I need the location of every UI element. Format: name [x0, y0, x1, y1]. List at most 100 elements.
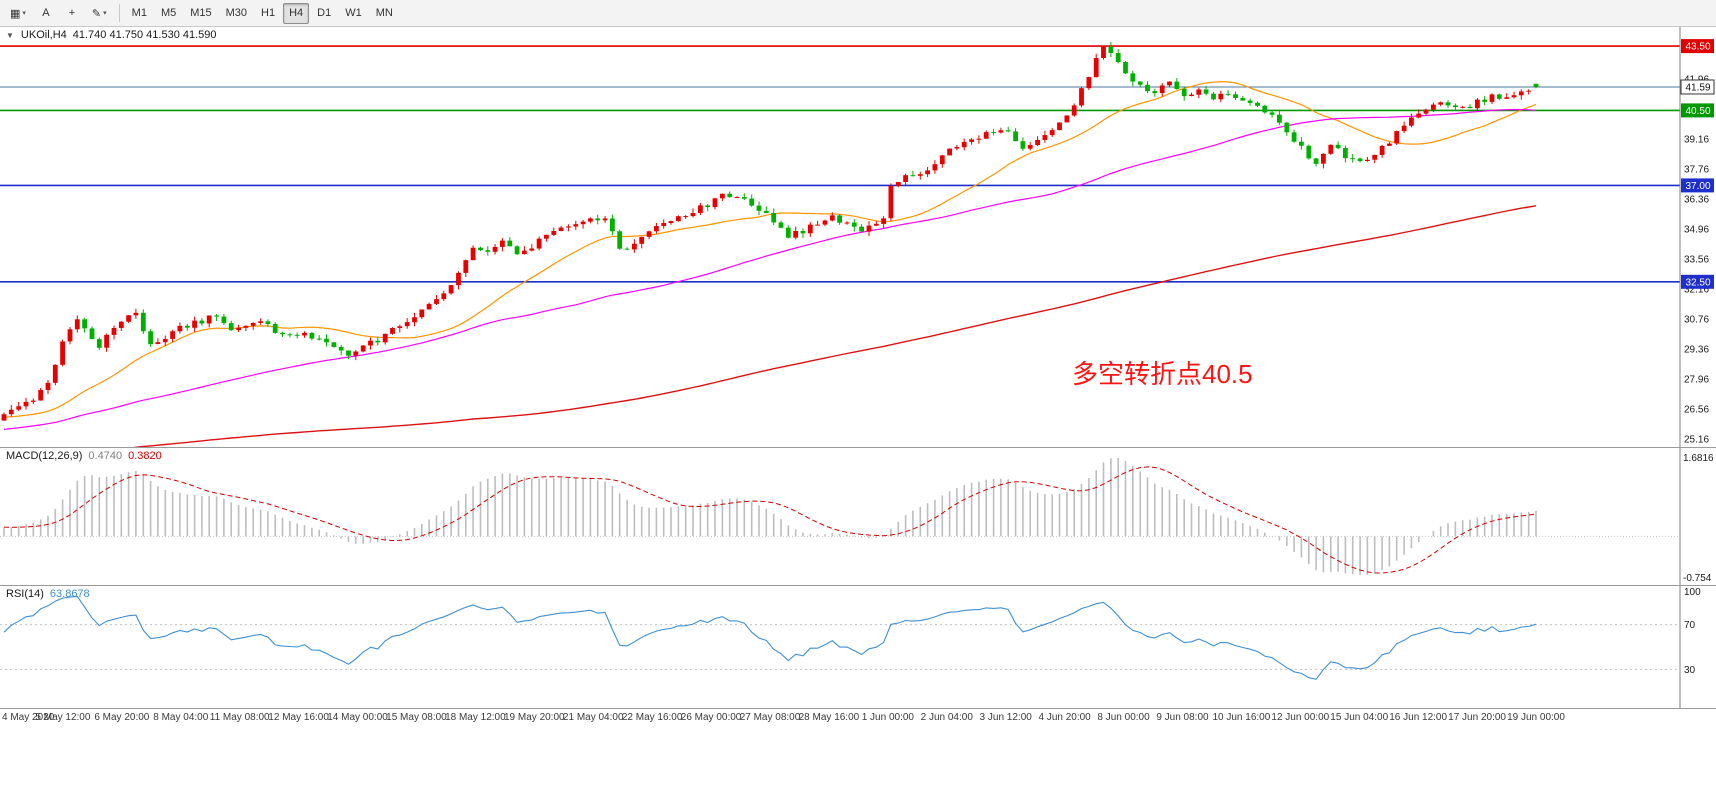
- svg-text:1.6816: 1.6816: [1683, 453, 1714, 464]
- crosshair-button[interactable]: +: [60, 3, 84, 24]
- dropdown-caret-icon: ▾: [103, 10, 107, 17]
- svg-text:41.59: 41.59: [1685, 83, 1710, 94]
- rsi-panel[interactable]: 100 70 30 RSI(14) 63.8678: [0, 585, 1716, 708]
- svg-text:34.96: 34.96: [1684, 225, 1709, 236]
- rsi-header: RSI(14) 63.8678: [6, 588, 90, 600]
- time-label: 5 May 12:00: [35, 712, 91, 723]
- ma60-line: [3, 108, 1537, 430]
- time-label: 21 May 04:00: [562, 712, 624, 723]
- rsi-scale[interactable]: 100 70 30: [1679, 586, 1701, 708]
- macd-header: MACD(12,26,9) 0.4740 0.3820: [6, 450, 162, 462]
- macd-signal-line: [3, 466, 1537, 574]
- toolbar-separator: [118, 4, 120, 22]
- svg-text:25.16: 25.16: [1684, 435, 1709, 446]
- time-label: 1 Jun 00:00: [861, 712, 914, 723]
- time-label: 10 Jun 16:00: [1212, 712, 1271, 723]
- time-label: 17 Jun 20:00: [1448, 712, 1506, 723]
- rsi-svg: 100 70 30: [0, 586, 1701, 708]
- timeframe-d1-button[interactable]: D1: [317, 7, 332, 19]
- rsi-label: RSI(14): [6, 588, 44, 600]
- svg-text:32.50: 32.50: [1685, 277, 1710, 288]
- timeframe-h4-button[interactable]: H4: [283, 2, 310, 24]
- time-label: 6 May 20:00: [94, 712, 150, 723]
- svg-text:29.36: 29.36: [1684, 345, 1709, 356]
- rsi-value: 63.8678: [49, 588, 90, 600]
- svg-text:30.76: 30.76: [1684, 315, 1709, 326]
- symbol-period-label: UKOil,H4: [20, 29, 67, 41]
- time-label: 11 May 08:00: [209, 712, 270, 723]
- time-label: 16 Jun 12:00: [1389, 712, 1448, 723]
- time-label: 4 May 2020: [2, 712, 55, 723]
- svg-text:32.16: 32.16: [1684, 285, 1709, 296]
- macd-panel[interactable]: 1.6816 -0.754 MACD(12,26,9) 0.4740 0.3820: [0, 447, 1716, 585]
- crosshair-icon: +: [68, 7, 76, 19]
- svg-text:43.50: 43.50: [1685, 42, 1710, 53]
- oneclick-trading-arrow-icon[interactable]: ▼: [6, 30, 14, 40]
- svg-text:33.56: 33.56: [1684, 255, 1709, 266]
- timeframe-h1-button[interactable]: H1: [261, 7, 276, 19]
- chart-text-annotation[interactable]: 多空转折点40.5: [1072, 359, 1253, 389]
- time-label: 3 Jun 12:00: [979, 712, 1032, 723]
- svg-text:37.76: 37.76: [1684, 165, 1709, 176]
- pencil-icon: ✎: [91, 7, 102, 20]
- time-label: 19 Jun 00:00: [1507, 712, 1565, 723]
- svg-text:26.56: 26.56: [1684, 405, 1709, 416]
- toolbar: ▦ ▾ A + ✎ ▾ M1 M5 M15 M30 H1 H4 D1 W1 MN: [0, 0, 1716, 27]
- time-label: 8 May 04:00: [153, 712, 209, 723]
- draw-tools-button[interactable]: ✎ ▾: [86, 3, 113, 24]
- macd-scale[interactable]: 1.6816 -0.754: [1679, 448, 1714, 585]
- svg-text:40.50: 40.50: [1685, 106, 1710, 117]
- svg-text:100: 100: [1684, 587, 1701, 598]
- price-chart-svg[interactable]: 41.9640.5639.1637.7636.3634.9633.5632.16…: [0, 27, 1716, 447]
- bottom-filler: [0, 727, 1716, 793]
- ma200-line: [132, 205, 1537, 447]
- svg-text:30: 30: [1684, 665, 1696, 676]
- macd-value: 0.4740: [88, 450, 123, 462]
- ma20-line: [3, 80, 1537, 418]
- svg-text:70: 70: [1684, 620, 1696, 631]
- text-annotation-button[interactable]: A: [34, 3, 58, 24]
- time-axis[interactable]: 4 May 2020 5 May 12:00 6 May 20:00 8 May 04…: [0, 708, 1716, 727]
- timeframe-m1-button[interactable]: M1: [131, 7, 147, 19]
- time-label: 4 Jun 20:00: [1038, 712, 1091, 723]
- macd-signal-value: 0.3820: [128, 450, 162, 462]
- candlesticks: [1, 42, 1539, 421]
- chart-title: ▼ UKOil,H4 41.740 41.750 41.530 41.590: [6, 29, 217, 41]
- time-label: 27 May 08:00: [739, 712, 801, 723]
- chart-type-button[interactable]: ▦ ▾: [4, 3, 32, 24]
- horizontal-lines[interactable]: [0, 45, 1680, 283]
- time-label: 19 May 20:00: [503, 712, 565, 723]
- svg-text:37.00: 37.00: [1685, 181, 1710, 192]
- time-label: 15 May 08:00: [386, 712, 447, 723]
- moving-average-lines: [3, 80, 1537, 447]
- timeframe-m5-button[interactable]: M5: [160, 7, 177, 19]
- toolbar-icon-buttons: ▦ ▾ A + ✎ ▾: [4, 3, 113, 24]
- price-scale[interactable]: 41.9640.5639.1637.7636.3634.9633.5632.16…: [1679, 27, 1715, 447]
- time-label: 2 Jun 04:00: [920, 712, 973, 723]
- time-label: 12 May 16:00: [268, 712, 329, 723]
- time-label: 15 Jun 04:00: [1330, 712, 1389, 723]
- time-label: 26 May 00:00: [680, 712, 742, 723]
- ohlc-values: 41.740 41.750 41.530 41.590: [72, 29, 217, 41]
- time-label: 22 May 16:00: [621, 712, 683, 723]
- dropdown-caret-icon: ▾: [22, 10, 26, 17]
- svg-text:27.96: 27.96: [1684, 375, 1709, 386]
- timeframe-m15-button[interactable]: M15: [190, 7, 212, 19]
- timeframe-w1-button[interactable]: W1: [345, 7, 362, 19]
- timeframe-mn-button[interactable]: MN: [375, 7, 393, 19]
- price-chart-panel[interactable]: 41.9640.5639.1637.7636.3634.9633.5632.16…: [0, 27, 1716, 447]
- time-label: 18 May 12:00: [445, 712, 506, 723]
- time-label: 14 May 00:00: [327, 712, 388, 723]
- rsi-line: [3, 595, 1537, 680]
- time-label: 9 Jun 08:00: [1156, 712, 1209, 723]
- macd-histogram: [3, 458, 1537, 575]
- time-label: 28 May 16:00: [798, 712, 860, 723]
- macd-label: MACD(12,26,9): [6, 450, 83, 462]
- timeframe-m30-button[interactable]: M30: [225, 7, 248, 19]
- timeframe-buttons: M1 M5 M15 M30 H1 H4 D1 W1 MN: [126, 2, 399, 24]
- candlestick-chart-icon: ▦: [10, 7, 21, 20]
- time-label: 8 Jun 00:00: [1097, 712, 1150, 723]
- macd-svg: 1.6816 -0.754: [0, 448, 1714, 585]
- svg-text:39.16: 39.16: [1684, 135, 1709, 146]
